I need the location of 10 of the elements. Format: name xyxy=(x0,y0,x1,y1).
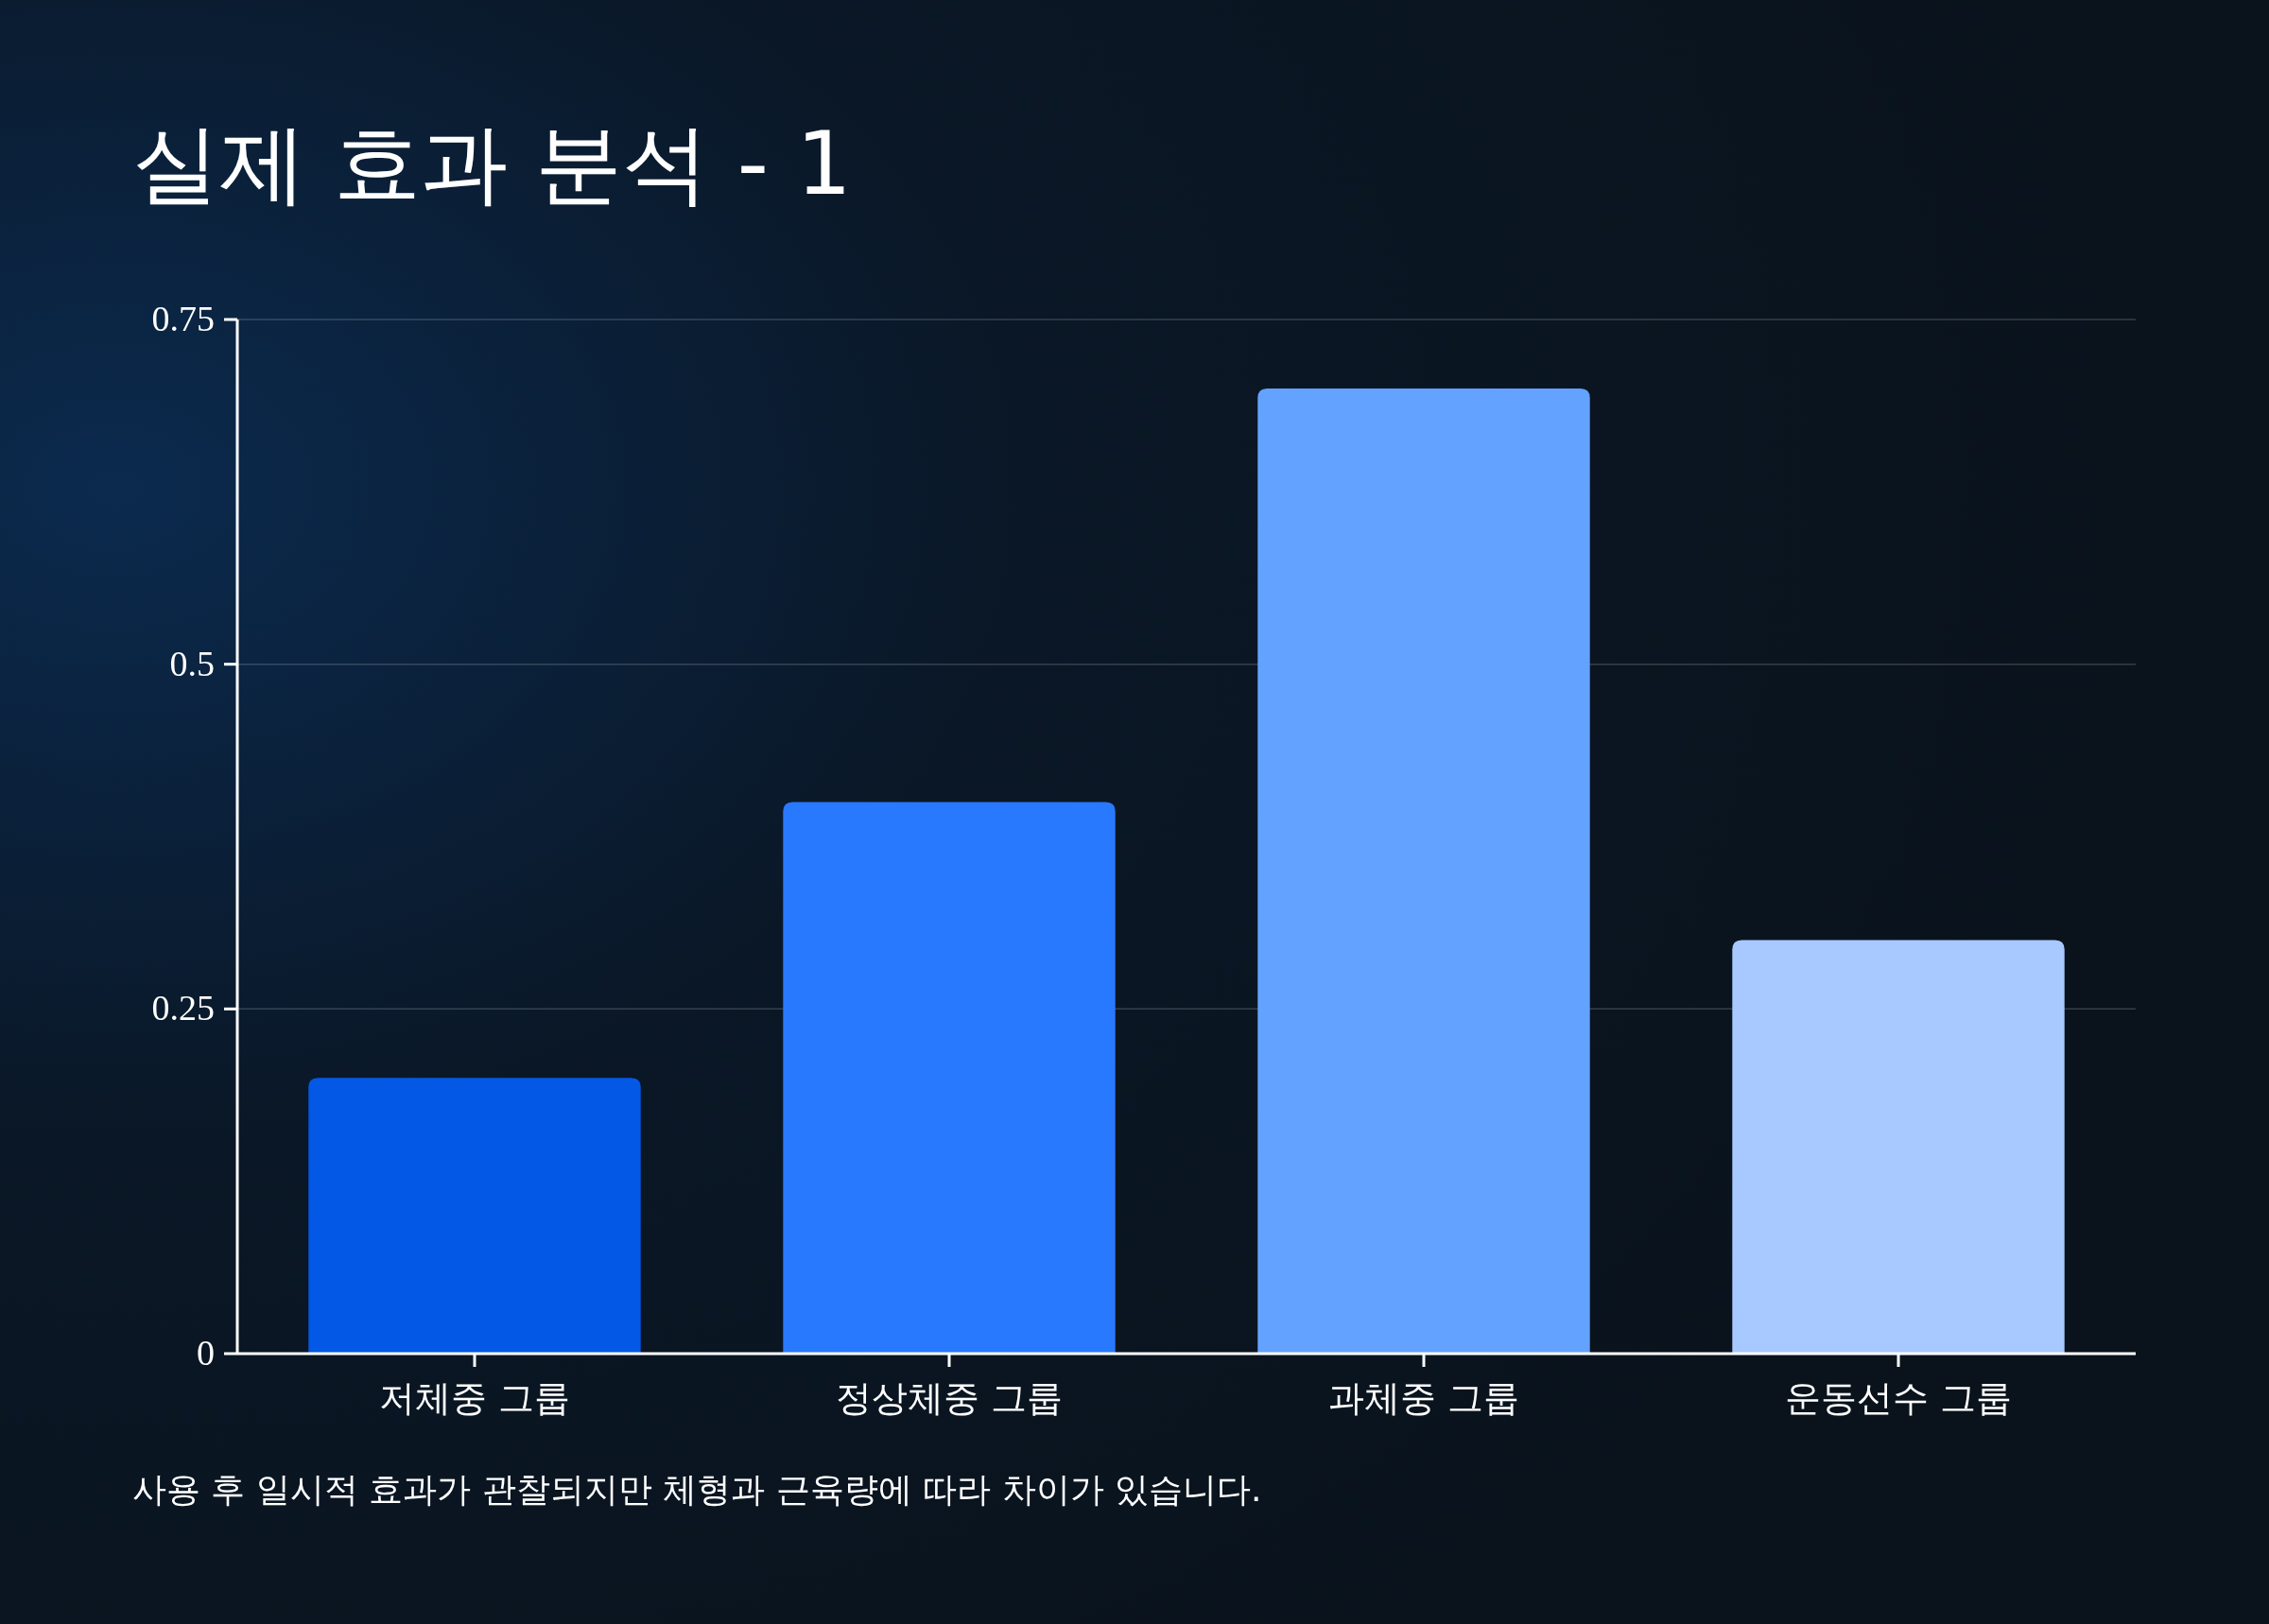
y-tick-label: 0.25 xyxy=(151,988,215,1028)
x-tick-label: 운동선수 그룹 xyxy=(1784,1377,2013,1419)
y-tick-label: 0.75 xyxy=(151,299,215,338)
x-tick-label: 정상체중 그룹 xyxy=(835,1377,1064,1419)
text: 사용 후 일시적 효과가 관찰되지만 체형과 근육량에 따라 차이가 있습니다. xyxy=(132,1470,1262,1509)
x-tick-label: 과체중 그룹 xyxy=(1327,1377,1520,1419)
y-tick-label: 0.5 xyxy=(169,643,215,683)
x-tick-label: 저체중 그룹 xyxy=(378,1377,571,1419)
chart-title: 실제 효과 분석 - 1 xyxy=(132,113,852,215)
y-tick-label: 0 xyxy=(197,1333,215,1373)
